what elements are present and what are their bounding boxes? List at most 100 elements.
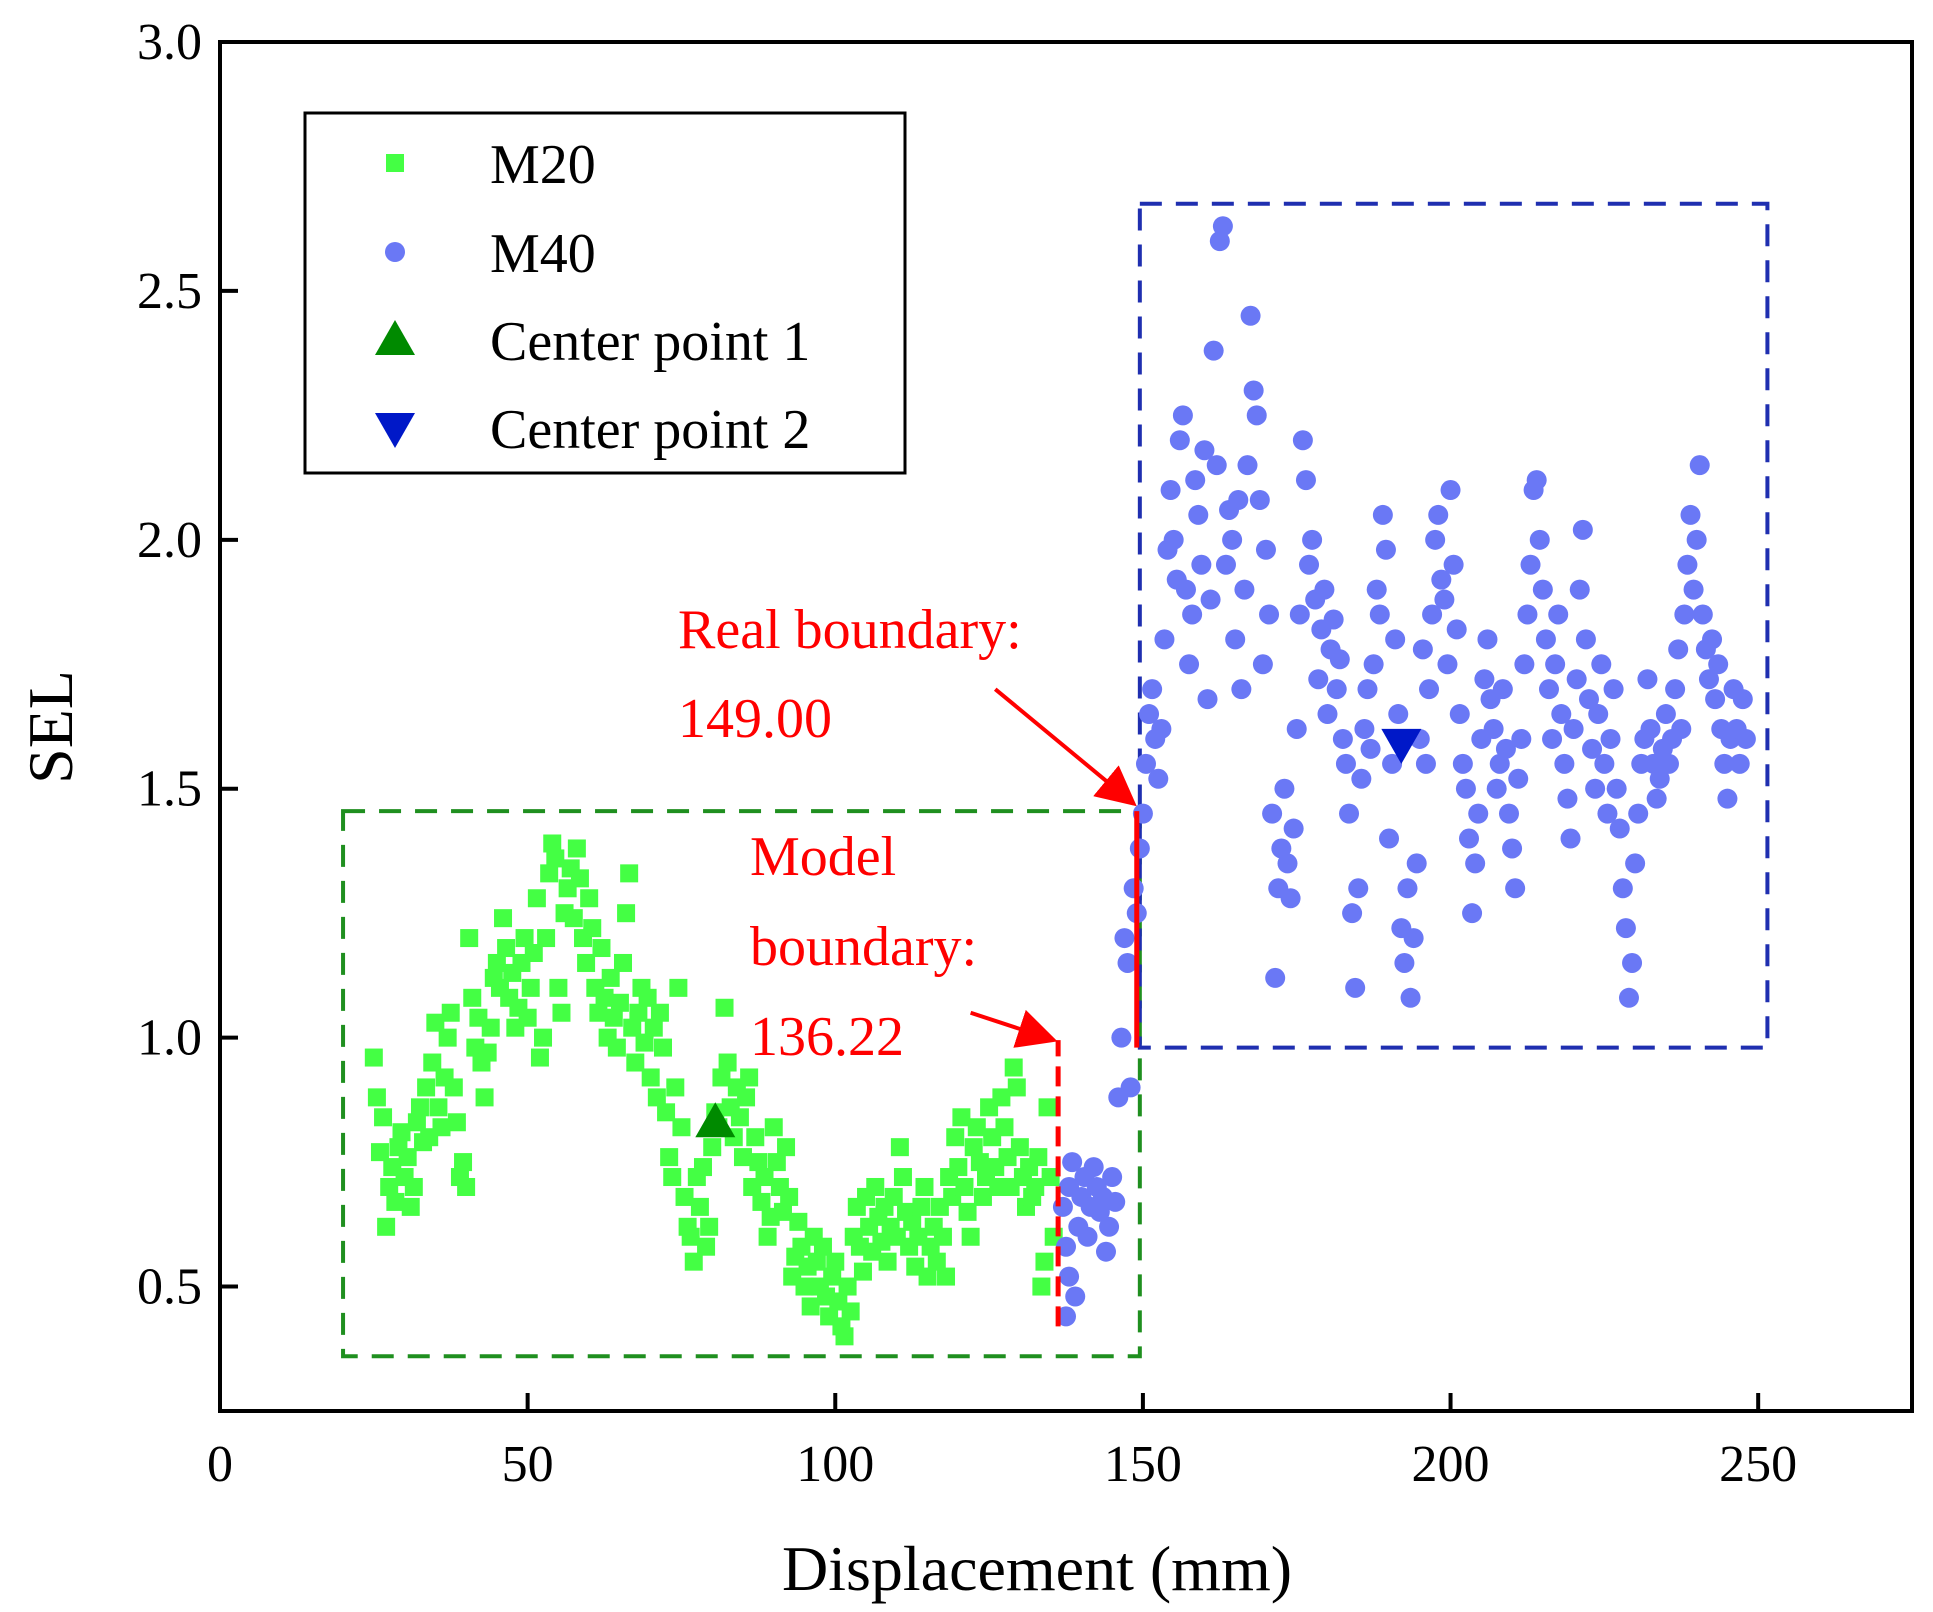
m20-point bbox=[644, 1018, 663, 1037]
m40-point bbox=[1062, 1152, 1083, 1173]
m20-point bbox=[398, 1148, 417, 1167]
m20-point bbox=[604, 1008, 623, 1027]
m40-point bbox=[1065, 1286, 1086, 1307]
m20-point bbox=[690, 1197, 709, 1216]
m40-point bbox=[1209, 231, 1230, 252]
m20-point bbox=[970, 1153, 989, 1172]
m20-point bbox=[1041, 1168, 1060, 1187]
legend-label-m20: M20 bbox=[490, 134, 596, 196]
y-tick-label: 3.0 bbox=[137, 14, 202, 71]
m20-point bbox=[703, 1138, 722, 1157]
m40-point bbox=[1228, 489, 1249, 510]
m40-point bbox=[1234, 579, 1255, 600]
m40-point bbox=[1271, 838, 1292, 859]
m20-point bbox=[653, 1038, 672, 1057]
real-boundary-label: Real boundary: bbox=[678, 599, 1022, 661]
m40-point bbox=[1163, 529, 1184, 550]
m20-point bbox=[823, 1267, 842, 1286]
m20-point bbox=[1032, 1277, 1051, 1296]
m40-point bbox=[1215, 554, 1236, 575]
model-boundary-value: 136.22 bbox=[750, 1006, 904, 1068]
m40-point bbox=[1708, 654, 1729, 675]
m40-point bbox=[1280, 888, 1301, 909]
m40-point bbox=[1274, 778, 1295, 799]
m20-point bbox=[546, 849, 565, 868]
m20-point bbox=[607, 1038, 626, 1057]
legend: M20 M40 Center point 1 Center point 2 bbox=[303, 111, 907, 475]
m40-point bbox=[1689, 455, 1710, 476]
m40-point bbox=[1117, 952, 1138, 973]
m40-point bbox=[1222, 529, 1243, 550]
m20-point bbox=[543, 834, 562, 853]
m40-point bbox=[1372, 504, 1393, 525]
m20-point bbox=[967, 1118, 986, 1137]
m40-point bbox=[1465, 853, 1486, 874]
m20-point bbox=[890, 1138, 909, 1157]
m20-point bbox=[1029, 1148, 1048, 1167]
m40-point bbox=[1056, 1236, 1076, 1257]
m20-point bbox=[447, 1113, 466, 1132]
m40-point bbox=[1335, 753, 1356, 774]
m20-point bbox=[853, 1262, 872, 1281]
m40-point bbox=[1486, 778, 1507, 799]
m20-point bbox=[915, 1177, 934, 1196]
m20-point bbox=[367, 1088, 386, 1107]
m40-point bbox=[1714, 753, 1735, 774]
m40-point bbox=[1511, 728, 1532, 749]
center-point-2-marker bbox=[1381, 728, 1422, 764]
m40-point bbox=[1560, 828, 1581, 849]
m20-point bbox=[410, 1098, 429, 1117]
m40-point bbox=[1625, 853, 1646, 874]
m20-point bbox=[567, 839, 586, 858]
m40-point bbox=[1508, 768, 1529, 789]
m40-point bbox=[1698, 669, 1719, 690]
m40-point bbox=[1563, 718, 1584, 739]
m40-point bbox=[1252, 654, 1273, 675]
m40-point bbox=[1600, 728, 1621, 749]
x-tick-label: 50 bbox=[502, 1436, 554, 1493]
m40-point bbox=[1197, 689, 1218, 710]
m40-point bbox=[1449, 704, 1470, 725]
m40-point bbox=[1277, 853, 1298, 874]
m20-point bbox=[540, 864, 559, 883]
m40-point bbox=[1231, 679, 1252, 700]
m40-point bbox=[1575, 629, 1596, 650]
m20-point bbox=[693, 1158, 712, 1177]
m40-point bbox=[1243, 380, 1264, 401]
m20-point bbox=[758, 1227, 777, 1246]
m40-point bbox=[1172, 405, 1193, 426]
m40-point bbox=[1259, 604, 1280, 625]
m40-point bbox=[1083, 1157, 1104, 1178]
m40-point bbox=[1572, 519, 1593, 540]
m40-point bbox=[1105, 1191, 1126, 1212]
m20-point bbox=[740, 1068, 759, 1087]
m40-point bbox=[1591, 654, 1612, 675]
m20-point bbox=[866, 1177, 885, 1196]
x-tick-label: 0 bbox=[207, 1436, 233, 1493]
m40-point bbox=[1360, 738, 1381, 759]
m20-point bbox=[530, 1048, 549, 1067]
m40-point bbox=[1665, 679, 1686, 700]
m40-point bbox=[1169, 430, 1190, 451]
m40-point bbox=[1686, 529, 1707, 550]
boundary-lines bbox=[1055, 811, 1140, 1327]
m40-point bbox=[1477, 629, 1498, 650]
m40-point bbox=[1129, 838, 1150, 859]
m40-point bbox=[1554, 753, 1575, 774]
m20-point bbox=[927, 1252, 946, 1271]
m20-point bbox=[537, 929, 556, 948]
m40-point bbox=[1462, 903, 1483, 924]
m40-point bbox=[1434, 589, 1455, 610]
m40-point bbox=[1649, 768, 1670, 789]
m20-point bbox=[478, 1043, 497, 1062]
real-boundary-arrow bbox=[993, 687, 1137, 807]
y-tick-label: 1.0 bbox=[137, 1010, 202, 1067]
model-boundary-label-1: Model bbox=[750, 826, 896, 888]
m40-point bbox=[1671, 718, 1692, 739]
m20-point bbox=[380, 1177, 399, 1196]
m40-point bbox=[1618, 987, 1639, 1008]
m20-point bbox=[937, 1267, 956, 1286]
m20-point bbox=[795, 1277, 814, 1296]
m20-point bbox=[463, 988, 482, 1007]
center-point-1-marker bbox=[695, 1102, 736, 1138]
